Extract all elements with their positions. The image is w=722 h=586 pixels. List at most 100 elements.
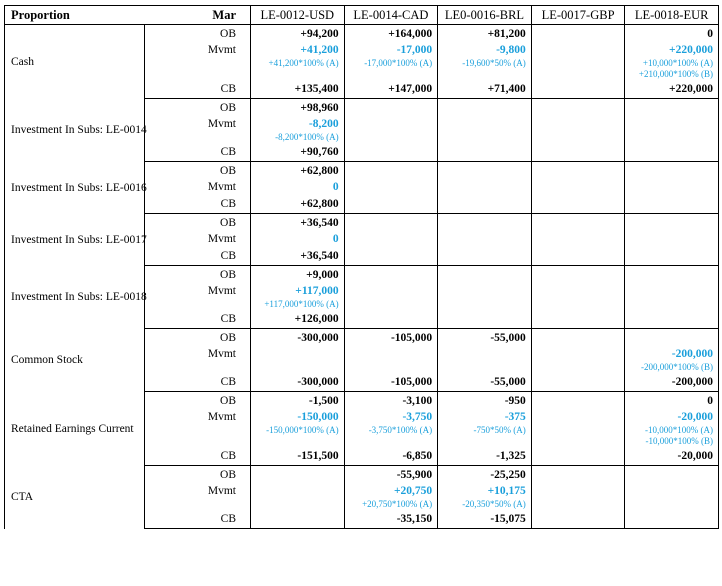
movement-cell: 0 (250, 232, 345, 247)
ob-cell: -105,000 (344, 328, 439, 347)
opening-balance-value: 0 (707, 395, 713, 407)
opening-balance-value: -950 (504, 395, 526, 407)
ob-cell: +98,960 (250, 98, 345, 117)
ob-cell (531, 465, 626, 484)
cb-cell (437, 195, 532, 214)
cb-cell (437, 310, 532, 329)
opening-balance-value: -55,900 (396, 469, 433, 481)
movement-formula: -200,000*100% (B) (640, 362, 713, 372)
row-ob: CTA OB -55,900 -25,250 (4, 465, 719, 529)
cb-cell (531, 447, 626, 466)
ob-cell (531, 24, 626, 43)
movement-formula: -10,000*100% (B) (645, 436, 713, 446)
movement-cell (624, 232, 719, 247)
entity-header: LE0-0016-BRL (437, 5, 532, 25)
proportion-header: Proportion (4, 5, 145, 25)
ob-cell: -950 (437, 391, 532, 410)
row-label-cb: CB (144, 373, 251, 392)
ob-cell (344, 161, 439, 180)
closing-balance-value: +36,540 (300, 250, 339, 262)
row-cb: CB +135,400 +147,000 +71,400 +220,000 (5, 80, 719, 99)
row-label-mvmt: Mvmt (144, 410, 251, 447)
opening-balance-value: -300,000 (297, 332, 339, 344)
cb-cell: -200,000 (624, 373, 719, 392)
row-label-mvmt: Mvmt (144, 43, 251, 80)
closing-balance-value: +135,400 (294, 83, 339, 95)
ob-cell (437, 265, 532, 284)
ob-cell (344, 213, 439, 232)
movement-cell: -3,750 -3,750*100% (A) (344, 410, 439, 447)
row-label-cb: CB (144, 80, 251, 99)
row-label-ob: OB (144, 391, 251, 410)
movement-value: +41,200 (300, 44, 339, 56)
header-row: Proportion Mar LE-0012-USD LE-0014-CAD L… (4, 5, 719, 25)
row-mv: Mvmt -150,000 -150,000*100% (A) -3,750 -3,75… (5, 410, 719, 447)
movement-cell (624, 484, 719, 510)
account-name: Investment In Subs: LE-0014 (4, 98, 147, 162)
row-cb: CB +36,540 (5, 247, 719, 266)
cb-cell: -20,000 (624, 447, 719, 466)
movement-formula: -3,750*100% (A) (368, 425, 433, 435)
ob-cell: +81,200 (437, 24, 532, 43)
closing-balance-value: -20,000 (677, 450, 713, 462)
movement-cell (344, 117, 439, 143)
account-name: Common Stock (4, 328, 145, 392)
cb-cell (624, 247, 719, 266)
closing-balance-value: -15,075 (490, 513, 526, 525)
ob-cell (344, 265, 439, 284)
movement-cell: 0 (250, 180, 345, 195)
movement-cell (437, 232, 532, 247)
ob-cell (624, 328, 719, 347)
cb-cell (624, 510, 719, 529)
row-ob: Retained Earnings Current OB -1,500 -3,100-… (4, 391, 719, 466)
movement-cell: +117,000 +117,000*100% (A) (250, 284, 345, 310)
movement-value: +20,750 (394, 485, 433, 497)
account-name: Retained Earnings Current (4, 391, 145, 466)
movement-formula: +20,750*100% (A) (362, 499, 433, 509)
ob-cell (437, 98, 532, 117)
movement-cell: -200,000 -200,000*100% (B) (624, 347, 719, 373)
row-cb: CB -151,500 -6,850 -1,325 -20,000 (5, 447, 719, 466)
movement-value: -200,000 (671, 348, 713, 360)
movement-value: -20,000 (677, 411, 713, 423)
ob-cell: +9,000 (250, 265, 345, 284)
movement-formula: -8,200*100% (A) (275, 132, 339, 142)
cb-cell: +135,400 (250, 80, 345, 99)
closing-balance-value: +71,400 (487, 83, 526, 95)
row-label-mvmt: Mvmt (144, 347, 251, 373)
row-label-ob: OB (144, 465, 251, 484)
cb-cell (531, 247, 626, 266)
opening-balance-value: -105,000 (390, 332, 433, 344)
row-label-cb: CB (144, 310, 251, 329)
entity-header: LE-0012-USD (250, 5, 345, 25)
account-name: CTA (4, 465, 145, 529)
movement-cell (437, 117, 532, 143)
ob-cell (624, 213, 719, 232)
closing-balance-value: -55,000 (490, 376, 526, 388)
cb-cell (531, 310, 626, 329)
cb-cell (344, 310, 439, 329)
closing-balance-value: +147,000 (388, 83, 433, 95)
account-name: Cash (4, 24, 145, 99)
closing-balance-value: -151,500 (297, 450, 339, 462)
movement-cell (344, 347, 439, 373)
movement-cell (624, 180, 719, 195)
row-mv: Mvmt +41,200 +41,200*100% (A) -17,000 -17,00… (5, 43, 719, 80)
account-name: Investment In Subs: LE-0017 (4, 213, 147, 266)
cb-cell: -55,000 (437, 373, 532, 392)
movement-value: +117,000 (295, 285, 339, 297)
movement-cell: -17,000 -17,000*100% (A) (344, 43, 439, 80)
movement-cell: +220,000 +10,000*100% (A) +210,000*100% (B… (624, 43, 719, 80)
ob-cell: -55,000 (437, 328, 532, 347)
ob-cell: +164,000 (344, 24, 439, 43)
cb-cell: +62,800 (250, 195, 345, 214)
movement-cell (531, 232, 626, 247)
ob-cell (624, 98, 719, 117)
ob-cell (624, 465, 719, 484)
ob-cell: -3,100 (344, 391, 439, 410)
ob-cell: +62,800 (250, 161, 345, 180)
row-label-cb: CB (144, 447, 251, 466)
opening-balance-value: -1,500 (308, 395, 339, 407)
row-label-cb: CB (144, 143, 251, 162)
movement-cell (531, 180, 626, 195)
